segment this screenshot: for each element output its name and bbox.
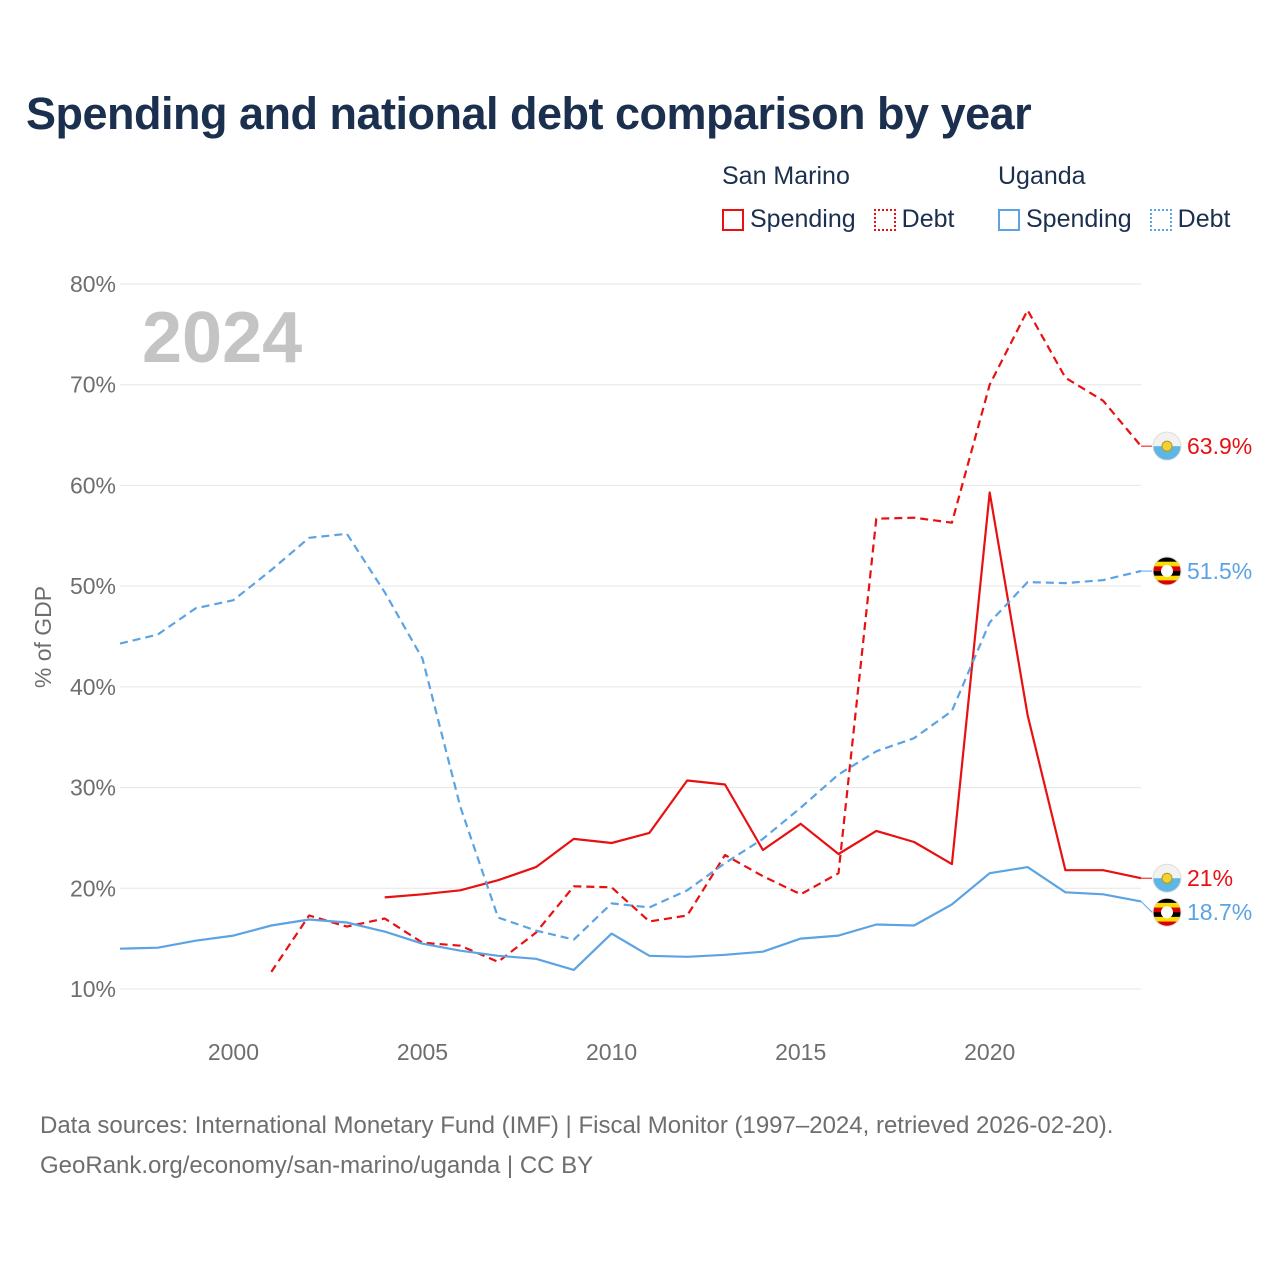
y-tick-label: 80% <box>70 271 116 297</box>
x-axis-ticks: 2000 2005 2010 2015 2020 <box>208 1039 1015 1065</box>
series-line-san-marino-debt[interactable] <box>270 309 1142 973</box>
end-markers: 63.9% 51.5% 21% 18.7% <box>1140 431 1252 927</box>
chart-title: Spending and national debt comparison by… <box>26 88 1032 139</box>
y-axis-ticks: 10% 20% 30% 40% 50% 60% 70% 80% <box>70 271 116 1002</box>
uganda-flag-icon <box>1152 897 1182 927</box>
y-tick-label: 60% <box>70 472 116 498</box>
y-tick-label: 10% <box>70 976 116 1002</box>
legend-item-uganda-debt[interactable]: Debt <box>1149 205 1231 234</box>
y-tick-label: 50% <box>70 573 116 599</box>
y-tick-label: 70% <box>70 372 116 398</box>
series-line-san-marino-spending[interactable] <box>384 491 1142 899</box>
legend-label: Spending <box>750 205 856 233</box>
year-watermark: 2024 <box>142 298 302 378</box>
line-chart: 10% 20% 30% 40% 50% 60% 70% 80% 2000 2005 2010 201… <box>30 271 1252 1065</box>
end-value-label: 18.7% <box>1187 899 1252 925</box>
end-leader-line <box>1140 901 1153 913</box>
legend-item-uganda-spending[interactable]: Spending <box>998 205 1132 234</box>
footer: Data sources: International Monetary Fun… <box>40 1106 1113 1186</box>
end-value-label: 21% <box>1187 865 1233 891</box>
end-value-label: 51.5% <box>1187 558 1252 584</box>
x-tick-label: 2010 <box>586 1039 637 1065</box>
san-marino-flag-icon <box>1152 431 1182 461</box>
legend-group-uganda: Uganda Spending Debt <box>998 162 1230 234</box>
x-tick-label: 2020 <box>964 1039 1015 1065</box>
footer-credit[interactable]: GeoRank.org/economy/san-marino/uganda | … <box>40 1152 594 1179</box>
footer-source: Data sources: International Monetary Fun… <box>40 1112 1114 1139</box>
y-tick-label: 40% <box>70 674 116 700</box>
x-tick-label: 2005 <box>397 1039 448 1065</box>
legend-swatch-solid-blue <box>998 208 1020 231</box>
legend-group-san-marino: San Marino Spending Debt <box>722 162 954 234</box>
end-value-label: 63.9% <box>1187 433 1252 459</box>
legend-label: Debt <box>1177 205 1231 233</box>
san-marino-flag-icon <box>1152 863 1182 893</box>
legend-label: Debt <box>901 205 955 233</box>
legend-swatch-dotted-red <box>873 208 896 231</box>
uganda-flag-icon <box>1152 556 1182 586</box>
x-tick-label: 2015 <box>775 1039 826 1065</box>
legend-country-san-marino: San Marino <box>722 162 850 190</box>
legend-country-uganda: Uganda <box>998 162 1086 190</box>
legend-item-san-marino-debt[interactable]: Debt <box>873 205 955 234</box>
x-tick-label: 2000 <box>208 1039 259 1065</box>
series-line-uganda-spending[interactable] <box>119 866 1142 971</box>
legend-swatch-solid-red <box>722 208 744 231</box>
legend-swatch-dotted-blue <box>1149 208 1172 231</box>
series-lines <box>119 309 1142 973</box>
y-axis-label: % of GDP <box>30 586 56 688</box>
y-tick-label: 20% <box>70 875 116 901</box>
legend-item-san-marino-spending[interactable]: Spending <box>722 205 856 234</box>
series-line-uganda-debt[interactable] <box>119 532 1142 941</box>
y-tick-label: 30% <box>70 775 116 801</box>
legend-label: Spending <box>1026 205 1132 233</box>
